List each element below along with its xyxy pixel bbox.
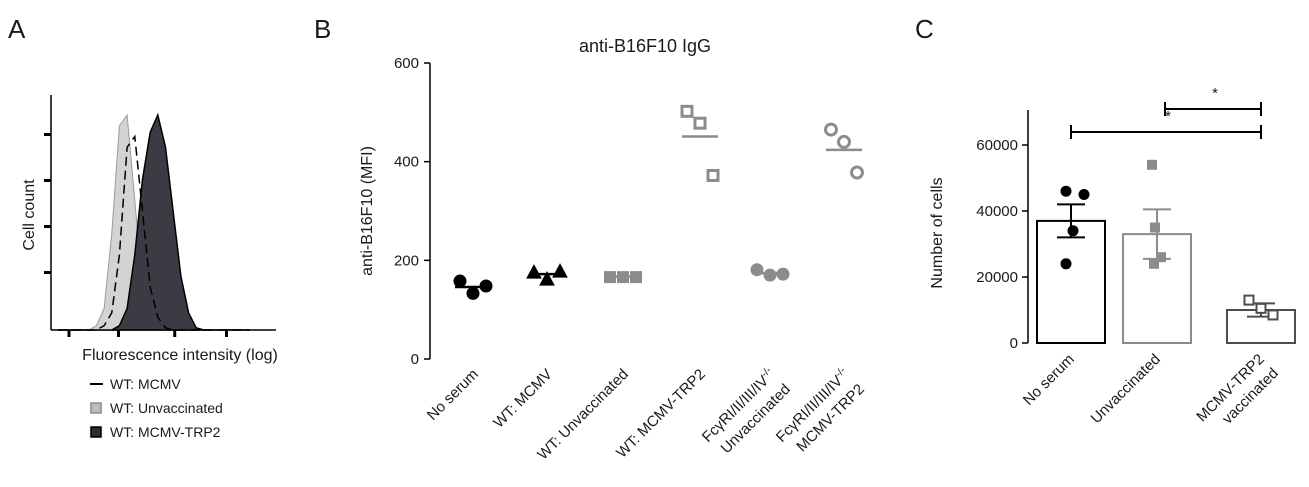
scatter-point [850, 165, 864, 180]
mcmv-histogram [58, 134, 250, 331]
panel-letter-a: A [8, 14, 26, 44]
scatter-point [630, 271, 642, 284]
scatter-point [453, 274, 467, 288]
legend-label-unvaccinated: WT: Unvaccinated [110, 400, 223, 416]
scatter-y-tick-label: 600 [394, 55, 419, 72]
bar-point [1255, 302, 1267, 314]
legend-dark-square-icon [90, 426, 102, 438]
scatter-point [837, 134, 851, 149]
scatter-point [763, 268, 777, 282]
bar-y-tick-label: 20000 [976, 269, 1018, 286]
bar-y-label: Number of cells [929, 177, 946, 288]
bars [1036, 159, 1296, 345]
histogram-legend: WT: MCMV WT: Unvaccinated WT: MCMV-TRP2 [90, 376, 223, 440]
scatter-point [539, 271, 555, 286]
histogram-panel: Cell count Fluorescence intensity (log) … [21, 95, 278, 440]
scatter-panel: anti-B16F10 IgG 0 200 400 600 anti-B16F10 (… [359, 36, 868, 463]
bar-y-tick-label: 40000 [976, 203, 1018, 220]
scatter-point [617, 271, 629, 284]
scatter-point [552, 263, 568, 278]
bar-point [1060, 185, 1072, 197]
scatter-category-label: WT: MCMV [490, 366, 556, 432]
mcmv-trp2-histogram [58, 112, 250, 331]
legend-light-square-icon [90, 402, 102, 414]
scatter-title: anti-B16F10 IgG [579, 36, 711, 56]
bar-point [1078, 189, 1090, 200]
histogram-curves [58, 112, 250, 331]
bar-y-ticks: 0 20000 40000 60000 [976, 137, 1028, 352]
bar-point [1243, 294, 1255, 306]
scatter-points [453, 104, 864, 300]
scatter-point [693, 116, 707, 130]
scatter-y-tick-label: 400 [394, 154, 419, 171]
scatter-y-ticks: 0 200 400 600 [394, 55, 430, 368]
bar-y-tick-label: 60000 [976, 137, 1018, 154]
bar-point [1156, 252, 1166, 263]
scatter-point [824, 122, 838, 137]
significance-label: * [1212, 85, 1218, 102]
significance-brackets: ** [1070, 85, 1262, 139]
bar-point [1267, 309, 1279, 321]
scatter-point [680, 104, 694, 118]
scatter-point [750, 263, 764, 277]
panel-letter-b: B [314, 14, 331, 44]
panel-letter-c: C [915, 14, 934, 44]
scatter-point [479, 279, 493, 293]
bar-y-tick-label: 0 [1010, 335, 1018, 352]
bar-point [1147, 159, 1157, 170]
histogram-ticks [44, 133, 228, 337]
scatter-point [776, 267, 790, 281]
scatter-y-tick-label: 200 [394, 252, 419, 269]
bar-point [1149, 258, 1159, 269]
bar-point [1067, 225, 1079, 237]
scatter-category-label: No serum [424, 366, 482, 424]
scatter-y-label: anti-B16F10 (MFI) [359, 146, 376, 276]
bar-point [1150, 222, 1160, 233]
histogram-x-label: Fluorescence intensity (log) [82, 347, 278, 364]
bar-point [1060, 258, 1072, 270]
scatter-y-tick-label: 0 [411, 351, 419, 368]
scatter-point [466, 286, 480, 300]
scatter-point [706, 168, 720, 182]
bar-category-label: Unvaccinated [1088, 351, 1164, 427]
legend-label-mcmv: WT: MCMV [110, 376, 181, 392]
bar [1036, 219, 1106, 344]
scatter-point [526, 264, 542, 279]
significance-label: * [1165, 108, 1171, 125]
scatter-point [604, 271, 616, 284]
legend-label-mcmv-trp2: WT: MCMV-TRP2 [110, 424, 221, 440]
bar-category-label: No serum [1020, 351, 1078, 409]
histogram-y-label: Cell count [21, 179, 38, 251]
